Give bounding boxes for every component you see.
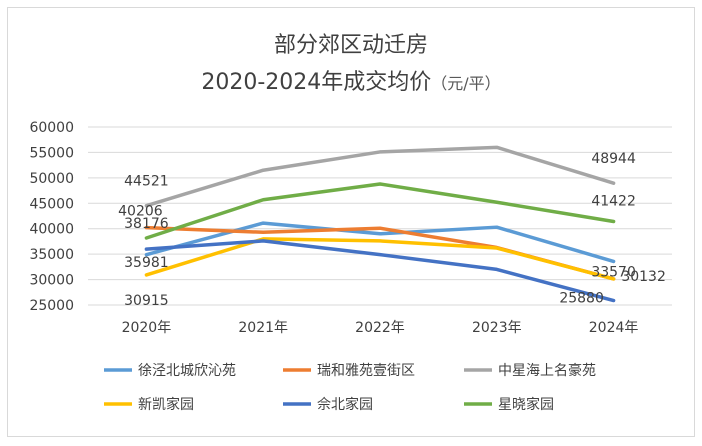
x-tick-label: 2023年	[472, 320, 522, 336]
legend-label: 瑞和雅苑壹街区	[317, 363, 415, 379]
y-axis-ticks: 25000 30000 35000 40000 45000 50000 55000 60000	[29, 120, 74, 314]
data-label: 41422	[591, 193, 636, 209]
y-tick-label: 45000	[29, 196, 74, 212]
legend-label: 中星海上名豪苑	[498, 363, 596, 379]
chart-title-line1: 部分郊区动迁房	[274, 33, 428, 58]
series-line	[144, 145, 616, 208]
legend-label: 徐泾北城欣沁苑	[138, 363, 236, 379]
y-tick-label: 35000	[29, 247, 74, 263]
series-layer	[144, 145, 616, 303]
x-tick-label: 2022年	[355, 320, 405, 336]
data-label: 44521	[124, 174, 169, 190]
series-line	[144, 182, 616, 240]
y-tick-label: 30000	[29, 273, 74, 289]
chart-frame	[7, 7, 695, 437]
y-tick-label: 50000	[29, 171, 74, 187]
y-tick-label: 55000	[29, 145, 74, 161]
data-label: 35981	[124, 255, 169, 271]
x-tick-label: 2020年	[122, 320, 172, 336]
legend-label: 新凯家园	[138, 396, 194, 413]
x-tick-label: 2021年	[238, 320, 288, 336]
data-label: 30915	[124, 293, 169, 309]
legend-label: 佘北家园	[317, 396, 373, 413]
chart-title-unit: （元/平）	[431, 74, 500, 93]
chart-title-line2: 2020-2024年成交均价（元/平）	[201, 70, 500, 95]
x-tick-label: 2024年	[589, 320, 639, 336]
data-label: 40206	[118, 204, 163, 220]
x-axis-ticks: 2020年 2021年 2022年 2023年 2024年	[122, 320, 639, 336]
series-line	[144, 221, 616, 264]
y-tick-label: 40000	[29, 222, 74, 238]
data-label: 25880	[559, 291, 604, 307]
data-label: 30132	[621, 269, 666, 285]
data-label: 38176	[124, 216, 169, 232]
legend-label: 星晓家园	[498, 396, 554, 413]
chart-title-main: 2020-2024年成交均价	[201, 70, 431, 95]
series-line	[144, 237, 616, 281]
data-label: 48944	[591, 151, 636, 167]
data-label: 33570	[591, 264, 636, 280]
y-tick-label: 25000	[29, 298, 74, 314]
y-tick-label: 60000	[29, 120, 74, 136]
series-line	[144, 239, 616, 303]
